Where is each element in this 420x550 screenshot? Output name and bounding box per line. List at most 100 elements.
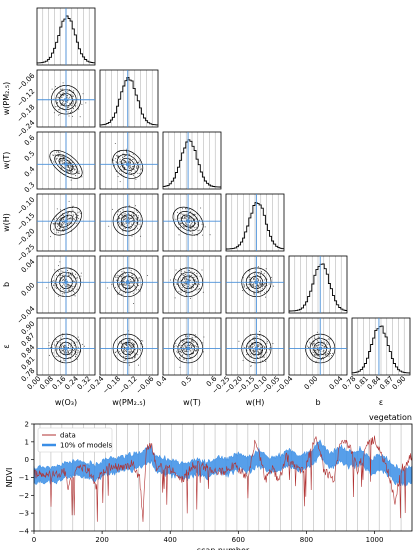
sample-point: [123, 224, 125, 226]
sample-point: [132, 166, 134, 167]
sample-point: [270, 276, 272, 278]
sample-point: [62, 274, 64, 276]
sample-point: [75, 356, 77, 358]
sample-point: [137, 227, 138, 229]
sample-point: [56, 217, 58, 219]
sample-point: [77, 352, 79, 354]
sample-point: [249, 277, 251, 278]
sample-point: [120, 342, 122, 344]
sample-point: [134, 162, 136, 164]
sample-point: [59, 277, 61, 279]
sample-point: [254, 286, 256, 288]
sample-point: [74, 168, 76, 170]
sample-point: [179, 350, 181, 352]
sample-point: [266, 290, 267, 292]
sample-point: [180, 352, 182, 354]
sample-point: [323, 341, 325, 343]
sample-point: [56, 102, 58, 103]
panel-frame: [225, 193, 285, 252]
sample-point: [131, 223, 133, 225]
sample-point: [315, 351, 317, 353]
sample-point: [55, 339, 57, 341]
sample-point: [58, 219, 60, 221]
sample-point: [176, 211, 178, 213]
sample-point: [196, 349, 198, 351]
sample-point: [53, 154, 55, 156]
sample-point: [123, 351, 125, 353]
sample-point: [262, 345, 264, 347]
sample-point: [125, 358, 127, 360]
scatter-panel-5-0: 0.900.870.840.810.78ε0.000.080.160.240.3…: [2, 317, 96, 407]
sample-point: [137, 354, 139, 356]
sample-point: [130, 217, 132, 219]
sample-point: [67, 100, 69, 102]
sample-point: [238, 340, 240, 342]
sample-point: [71, 110, 73, 112]
sample-point: [118, 221, 119, 223]
sample-point: [185, 277, 187, 279]
sample-point: [118, 217, 120, 219]
sample-point: [67, 273, 69, 275]
sample-point: [119, 351, 120, 353]
sample-point: [122, 273, 124, 275]
sample-point: [253, 282, 255, 284]
sample-point: [60, 275, 62, 276]
sample-point: [176, 283, 178, 285]
sample-point: [62, 100, 64, 102]
sample-point: [114, 143, 116, 144]
density-contour: [58, 214, 74, 228]
sample-point: [125, 161, 127, 163]
sample-point: [186, 336, 188, 338]
sample-point: [68, 288, 70, 290]
sample-point: [122, 275, 124, 277]
sample-point: [128, 166, 130, 168]
sample-point: [72, 95, 74, 97]
sample-point: [186, 216, 188, 217]
sample-point: [186, 351, 188, 352]
sample-point: [184, 288, 186, 290]
sample-point: [250, 355, 252, 357]
sample-point: [201, 223, 203, 225]
sample-point: [253, 351, 255, 353]
sample-point: [182, 341, 184, 343]
sample-point: [195, 222, 197, 224]
sample-point: [119, 181, 121, 183]
y-tick-label: −2: [19, 492, 29, 500]
sample-point: [119, 166, 121, 168]
sample-point: [253, 336, 255, 338]
sample-point: [60, 337, 62, 339]
sample-point: [182, 224, 184, 226]
sample-point: [320, 358, 322, 360]
sample-point: [62, 161, 63, 163]
sample-point: [124, 292, 126, 294]
sample-point: [81, 176, 83, 178]
sample-point: [66, 161, 68, 163]
sample-point: [190, 286, 192, 288]
x-tick-label: 0.00: [303, 375, 320, 392]
sample-point: [193, 218, 195, 220]
panel-frame: [162, 317, 222, 376]
sample-point: [130, 270, 132, 272]
density-contour: [120, 157, 135, 171]
sample-point: [183, 358, 185, 360]
sample-point: [78, 108, 80, 110]
sample-point: [70, 217, 72, 219]
sample-point: [258, 352, 259, 354]
sample-point: [118, 284, 120, 286]
sample-point: [61, 160, 63, 162]
sample-point: [261, 360, 263, 362]
sample-point: [78, 172, 79, 174]
sample-point: [180, 273, 182, 275]
panel-frame: [288, 255, 348, 314]
sample-point: [326, 352, 328, 354]
sample-point: [129, 161, 131, 163]
sample-point: [180, 212, 182, 214]
sample-point: [317, 350, 319, 352]
sample-point: [56, 284, 58, 286]
sample-point: [190, 344, 192, 346]
legend-label-models: 10% of models: [60, 442, 113, 450]
sample-point: [56, 349, 58, 351]
scatter-points: [238, 330, 274, 367]
y-tick-label: 2: [25, 421, 29, 429]
sample-point: [248, 346, 250, 348]
